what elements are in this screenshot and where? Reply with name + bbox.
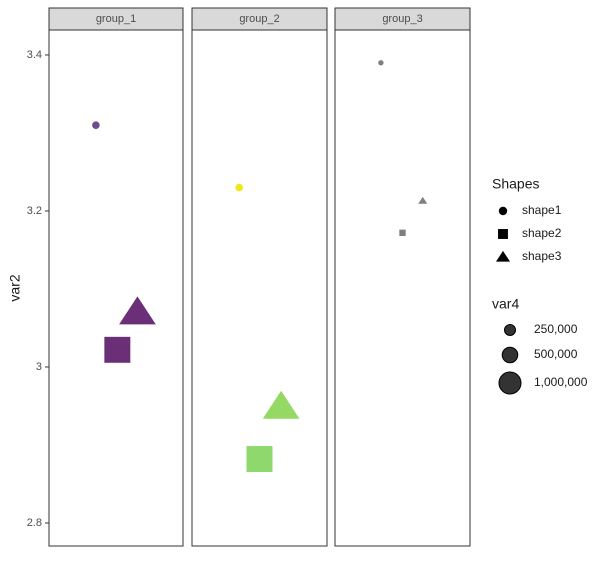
point <box>378 60 384 66</box>
strip-label: group_2 <box>239 13 279 25</box>
legend-title: var4 <box>492 296 519 312</box>
legend-title: Shapes <box>492 176 539 192</box>
legend-key <box>498 229 508 239</box>
point <box>104 336 131 363</box>
legend-label: 500,000 <box>534 347 578 361</box>
panel <box>334 29 471 547</box>
strip-label: group_3 <box>382 13 422 25</box>
legend-key <box>498 206 508 216</box>
legend-label: 250,000 <box>534 322 578 336</box>
legend-label: shape1 <box>522 203 562 217</box>
legend-key <box>501 346 519 364</box>
y-tick-label: 2.8 <box>27 517 42 529</box>
legend-label: 1,000,000 <box>534 375 588 389</box>
legend-label: shape2 <box>522 226 562 240</box>
point <box>119 296 156 325</box>
y-tick-label: 3 <box>36 361 42 373</box>
y-tick-label: 3.2 <box>27 205 42 217</box>
panel <box>48 29 184 547</box>
legend-key <box>495 250 511 262</box>
point <box>235 183 244 192</box>
legend-label: shape3 <box>522 249 562 263</box>
strip-label: group_1 <box>96 13 136 25</box>
legend-key <box>504 324 516 336</box>
y-tick-label: 3.4 <box>27 49 42 61</box>
point <box>262 390 300 419</box>
point <box>399 229 406 236</box>
legend-key <box>498 371 522 395</box>
point <box>246 446 273 473</box>
point <box>92 121 100 129</box>
y-axis-label: var2 <box>7 274 23 301</box>
point <box>418 196 428 204</box>
panel <box>191 29 328 547</box>
